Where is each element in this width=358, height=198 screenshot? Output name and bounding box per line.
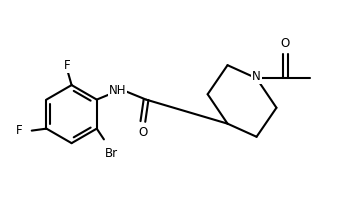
Text: F: F xyxy=(63,59,70,72)
Text: O: O xyxy=(281,37,290,50)
Text: Br: Br xyxy=(105,147,118,160)
Text: NH: NH xyxy=(109,84,126,97)
Text: F: F xyxy=(16,124,23,137)
Text: N: N xyxy=(252,70,261,83)
Text: O: O xyxy=(138,126,147,139)
